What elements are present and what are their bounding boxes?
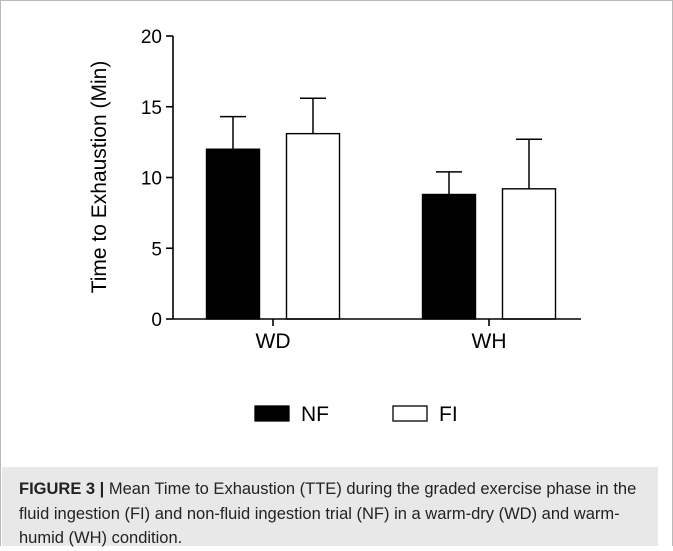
y-tick-label: 20 bbox=[141, 27, 162, 48]
bar-nf-wh bbox=[421, 193, 477, 320]
y-tick-label: 0 bbox=[151, 310, 162, 331]
axes-layer: 0 5 10 15 20 WD WH bbox=[141, 27, 581, 353]
y-tick-label: 5 bbox=[151, 239, 162, 260]
caption-text: Mean Time to Exhaustion (TTE) during the… bbox=[19, 480, 637, 547]
y-tick-label: 15 bbox=[141, 98, 162, 119]
caption-label: FIGURE 3 | bbox=[19, 480, 105, 498]
legend-swatch-fi bbox=[392, 405, 428, 422]
legend: NF FI bbox=[254, 403, 458, 426]
bar-fi-wh bbox=[501, 188, 557, 320]
bar-nf-wd bbox=[205, 148, 261, 320]
bar-fi-wd bbox=[285, 132, 341, 320]
bars-layer bbox=[205, 97, 557, 320]
legend-swatch-nf bbox=[254, 405, 290, 422]
bar-chart: 0 5 10 15 20 WD WH Time to Exhaustion (Min) NF… bbox=[88, 27, 581, 426]
figure-caption: FIGURE 3 | Mean Time to Exhaustion (TTE)… bbox=[2, 467, 658, 547]
y-tick-label: 10 bbox=[141, 169, 162, 190]
legend-label-fi: FI bbox=[439, 403, 458, 426]
x-category-label: WD bbox=[256, 330, 291, 353]
top-divider bbox=[1, 0, 673, 1]
x-category-label: WH bbox=[472, 330, 507, 353]
y-axis-title: Time to Exhaustion (Min) bbox=[88, 61, 111, 294]
legend-label-nf: NF bbox=[301, 403, 329, 426]
